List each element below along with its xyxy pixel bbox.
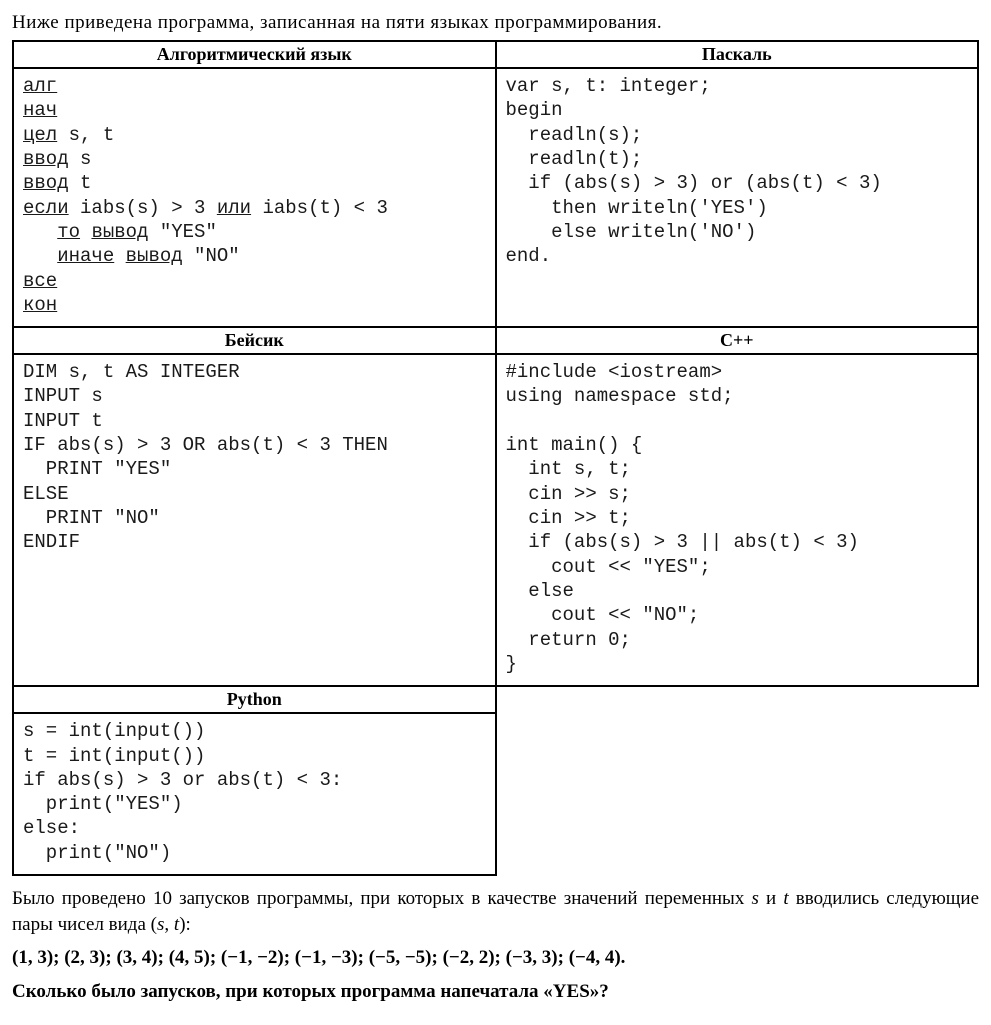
empty-cell [496, 713, 979, 875]
paragraph-runs: Было проведено 10 запусков программы, пр… [12, 886, 979, 937]
code-table: Алгоритмический язык Паскаль алг нач цел… [12, 40, 979, 876]
cell-pascal: var s, t: integer; begin readln(s); read… [496, 68, 979, 327]
paragraph-question: Сколько было запусков, при которых прогр… [12, 979, 979, 1005]
after-text: Было проведено 10 запусков программы, пр… [12, 886, 979, 1005]
paragraph-pairs: (1, 3); (2, 3); (3, 4); (4, 5); (−1, −2)… [12, 945, 979, 971]
cell-basic: DIM s, t AS INTEGER INPUT s INPUT t IF a… [13, 354, 496, 686]
header-algo: Алгоритмический язык [13, 41, 496, 68]
intro-text: Ниже приведена программа, записанная на … [12, 12, 979, 34]
header-cpp: C++ [496, 327, 979, 354]
header-pascal: Паскаль [496, 41, 979, 68]
code-python: s = int(input()) t = int(input()) if abs… [15, 715, 494, 873]
cell-python: s = int(input()) t = int(input()) if abs… [13, 713, 496, 875]
empty-header-cell [496, 686, 979, 713]
cell-algo: алг нач цел s, t ввод s ввод t если iabs… [13, 68, 496, 327]
code-algo: алг нач цел s, t ввод s ввод t если iabs… [15, 70, 494, 325]
code-cpp: #include <iostream> using namespace std;… [498, 356, 977, 684]
code-pascal: var s, t: integer; begin readln(s); read… [498, 70, 977, 277]
header-basic: Бейсик [13, 327, 496, 354]
cell-cpp: #include <iostream> using namespace std;… [496, 354, 979, 686]
code-basic: DIM s, t AS INTEGER INPUT s INPUT t IF a… [15, 356, 494, 563]
header-python: Python [13, 686, 496, 713]
